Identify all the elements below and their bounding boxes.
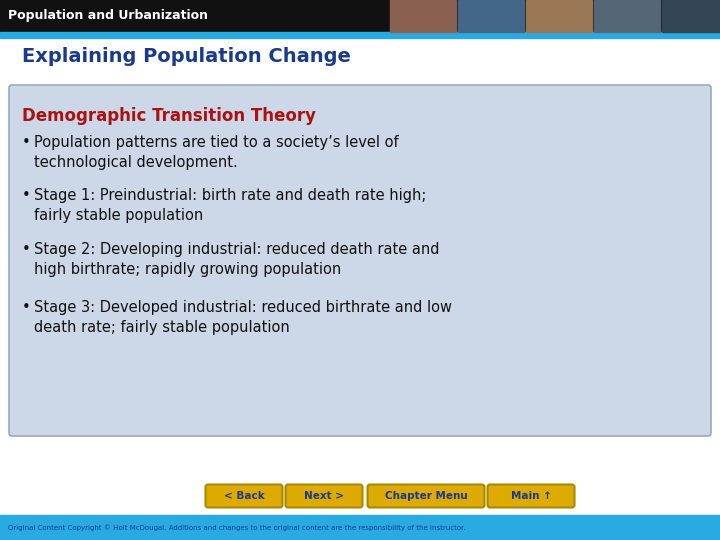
Text: Demographic Transition Theory: Demographic Transition Theory	[22, 107, 316, 125]
Text: •: •	[22, 300, 31, 315]
Bar	[662, 0, 720, 32]
Text: Population and Urbanization: Population and Urbanization	[8, 10, 208, 23]
FancyBboxPatch shape	[286, 484, 362, 508]
Text: Original Content Copyright © Holt McDougal. Additions and changes to the origina: Original Content Copyright © Holt McDoug…	[8, 524, 466, 531]
Text: < Back: < Back	[224, 491, 264, 501]
Bar	[594, 0, 660, 32]
FancyBboxPatch shape	[205, 484, 282, 508]
Text: Stage 3: Developed industrial: reduced birthrate and low
death rate; fairly stab: Stage 3: Developed industrial: reduced b…	[34, 300, 452, 335]
Bar	[0, 32, 720, 38]
Text: •: •	[22, 135, 31, 150]
Text: •: •	[22, 188, 31, 203]
FancyBboxPatch shape	[487, 484, 575, 508]
FancyBboxPatch shape	[367, 484, 485, 508]
Text: Next >: Next >	[304, 491, 344, 501]
Text: •: •	[22, 242, 31, 257]
Bar	[0, 0, 720, 32]
FancyBboxPatch shape	[9, 85, 711, 436]
Bar	[0, 515, 720, 540]
Text: Explaining Population Change: Explaining Population Change	[22, 48, 351, 66]
Text: Population patterns are tied to a society’s level of
technological development.: Population patterns are tied to a societ…	[34, 135, 399, 170]
Bar	[390, 0, 456, 32]
Bar	[526, 0, 592, 32]
Text: Stage 1: Preindustrial: birth rate and death rate high;
fairly stable population: Stage 1: Preindustrial: birth rate and d…	[34, 188, 426, 223]
Text: Stage 2: Developing industrial: reduced death rate and
high birthrate; rapidly g: Stage 2: Developing industrial: reduced …	[34, 242, 439, 277]
Text: Main ↑: Main ↑	[510, 491, 552, 501]
Text: Chapter Menu: Chapter Menu	[384, 491, 467, 501]
Bar	[458, 0, 524, 32]
